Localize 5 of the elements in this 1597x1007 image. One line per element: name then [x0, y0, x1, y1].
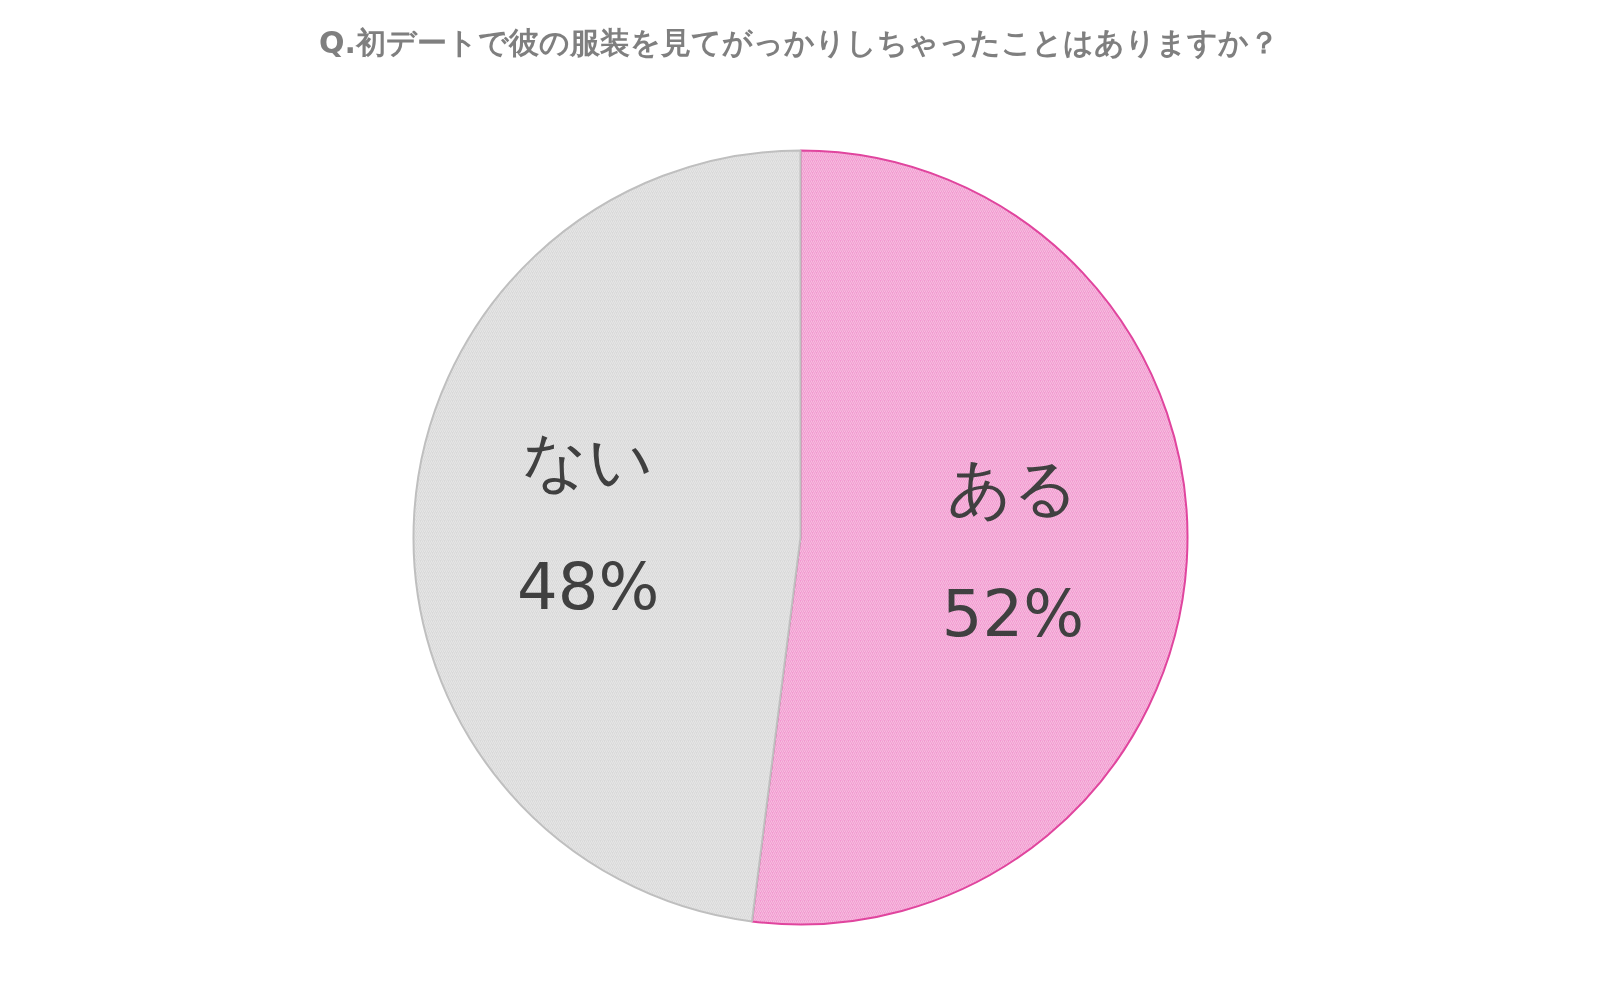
data-label: 52% — [941, 576, 1085, 651]
chart-title: Q.初デートで彼の服装を見てがっかりしちゃったことはありますか？ — [319, 25, 1279, 60]
slice-label: ない — [522, 424, 655, 499]
slice-label: ある — [946, 450, 1079, 525]
data-label: 48% — [516, 550, 660, 625]
